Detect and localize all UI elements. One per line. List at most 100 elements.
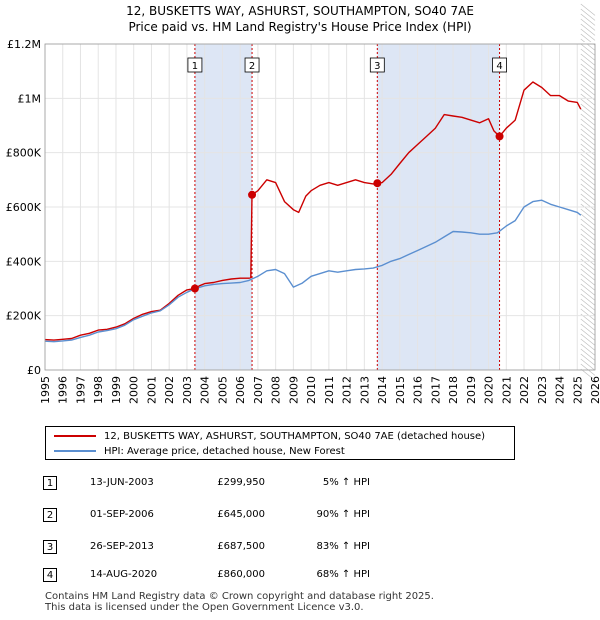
forecast-hatch: [580, 238, 596, 251]
forecast-hatch: [580, 208, 596, 221]
forecast-hatch: [580, 368, 596, 381]
forecast-hatch: [580, 193, 596, 206]
forecast-hatch: [580, 273, 596, 286]
forecast-hatch: [580, 28, 596, 41]
forecast-hatch: [580, 203, 596, 216]
footer-licence: This data is licensed under the Open Gov…: [45, 602, 364, 613]
forecast-hatch: [580, 213, 596, 226]
forecast-hatch: [580, 153, 596, 166]
forecast-hatch: [580, 163, 596, 176]
transaction-row: 2 01-SEP-2006 £645,000 90% ↑ HPI: [0, 508, 600, 524]
x-tick-label: 2012: [341, 376, 354, 404]
x-tick-label: 2015: [394, 376, 407, 404]
transaction-number: 4: [43, 568, 57, 582]
forecast-hatch: [580, 123, 596, 136]
transaction-price: £687,500: [217, 541, 265, 552]
sale-point: [373, 179, 382, 188]
forecast-hatch: [580, 353, 596, 366]
transaction-hpi: 68% ↑ HPI: [316, 569, 370, 580]
forecast-hatch: [580, 243, 596, 256]
forecast-hatch: [580, 108, 596, 121]
forecast-hatch: [580, 223, 596, 236]
forecast-hatch: [580, 333, 596, 346]
x-tick-label: 2008: [270, 376, 283, 404]
y-tick-label: £1M: [18, 92, 42, 105]
forecast-hatch: [580, 308, 596, 321]
transaction-number: 3: [43, 540, 57, 554]
transaction-price: £299,950: [217, 477, 265, 488]
sale-number-box: [187, 57, 203, 73]
x-tick-label: 2024: [554, 376, 567, 404]
y-tick-label: £800K: [6, 147, 42, 160]
property-price-line: [44, 81, 582, 341]
hatch-mask: [580, 42, 597, 44]
x-tick-label: 2011: [323, 376, 336, 404]
sale-point: [495, 132, 504, 141]
transaction-row: 4 14-AUG-2020 £860,000 68% ↑ HPI: [0, 568, 600, 584]
x-tick-label: 2003: [181, 376, 194, 404]
transaction-hpi: 5% ↑ HPI: [322, 477, 370, 488]
forecast-hatch: [580, 73, 596, 86]
x-tick-label: 2013: [358, 376, 371, 404]
forecast-hatch: [580, 158, 596, 171]
forecast-hatch: [580, 63, 596, 76]
legend-label-property: 12, BUSKETTS WAY, ASHURST, SOUTHAMPTON, …: [104, 430, 486, 442]
forecast-hatch: [580, 168, 596, 181]
forecast-hatch: [580, 128, 596, 141]
forecast-hatch: [580, 38, 596, 51]
forecast-hatch: [580, 93, 596, 106]
sale-point: [248, 190, 257, 199]
forecast-hatch: [580, 143, 596, 156]
forecast-hatch: [580, 3, 596, 16]
x-tick-label: 2021: [500, 376, 513, 404]
chart-title: 12, BUSKETTS WAY, ASHURST, SOUTHAMPTON, …: [126, 4, 474, 18]
sale-number-label: 3: [374, 61, 380, 72]
transaction-row: 1 13-JUN-2003 £299,950 5% ↑ HPI: [0, 476, 600, 492]
forecast-hatch: [580, 278, 596, 291]
transaction-number: 2: [43, 508, 57, 522]
x-tick-label: 2004: [199, 376, 212, 404]
forecast-hatch: [580, 98, 596, 111]
x-tick-label: 2023: [536, 376, 549, 404]
x-tick-label: 2016: [412, 376, 425, 404]
forecast-hatch: [580, 118, 596, 131]
forecast-hatch: [580, 343, 596, 356]
forecast-hatch: [580, 268, 596, 281]
x-tick-label: 1995: [39, 376, 52, 404]
sale-number-label: 4: [496, 61, 502, 72]
legend-label-hpi: HPI: Average price, detached house, New …: [104, 445, 345, 457]
legend-item-property: 12, BUSKETTS WAY, ASHURST, SOUTHAMPTON, …: [54, 429, 485, 443]
x-tick-label: 1998: [92, 376, 105, 404]
forecast-hatch: [580, 173, 596, 186]
price-chart: 1 2 3 4 £0 £200K £400K £600K £800K £1M £1.2M 1995 1…: [6, 3, 600, 404]
forecast-hatch: [580, 148, 596, 161]
sale-number-box: [244, 57, 260, 73]
transaction-date: 26-SEP-2013: [90, 541, 154, 552]
x-tick-label: 1997: [74, 376, 87, 404]
x-tick-label: 1999: [110, 376, 123, 404]
forecast-hatch: [580, 53, 596, 66]
x-tick-label: 2005: [216, 376, 229, 404]
forecast-hatch: [580, 103, 596, 116]
legend-swatch-property: [54, 435, 96, 437]
forecast-hatch: [580, 263, 596, 276]
forecast-hatch: [580, 358, 596, 371]
forecast-hatch: [580, 228, 596, 241]
legend: 12, BUSKETTS WAY, ASHURST, SOUTHAMPTON, …: [45, 426, 515, 460]
x-tick-label: 2020: [483, 376, 496, 404]
y-tick-label: £1.2M: [7, 38, 41, 51]
transaction-date: 14-AUG-2020: [90, 569, 158, 580]
x-tick-label: 2010: [305, 376, 318, 404]
forecast-hatch: [580, 138, 596, 151]
forecast-hatch: [580, 178, 596, 191]
x-tick-label: 2019: [465, 376, 478, 404]
x-tick-label: 2006: [234, 376, 247, 404]
x-tick-label: 2022: [518, 376, 531, 404]
x-tick-label: 2014: [376, 376, 389, 404]
forecast-hatch: [580, 18, 596, 31]
forecast-hatch: [580, 323, 596, 336]
plot-border: [44, 43, 596, 371]
forecast-hatch: [580, 43, 596, 56]
footer-copyright: Contains HM Land Registry data © Crown c…: [45, 591, 434, 602]
y-tick-label: £0: [27, 364, 41, 377]
